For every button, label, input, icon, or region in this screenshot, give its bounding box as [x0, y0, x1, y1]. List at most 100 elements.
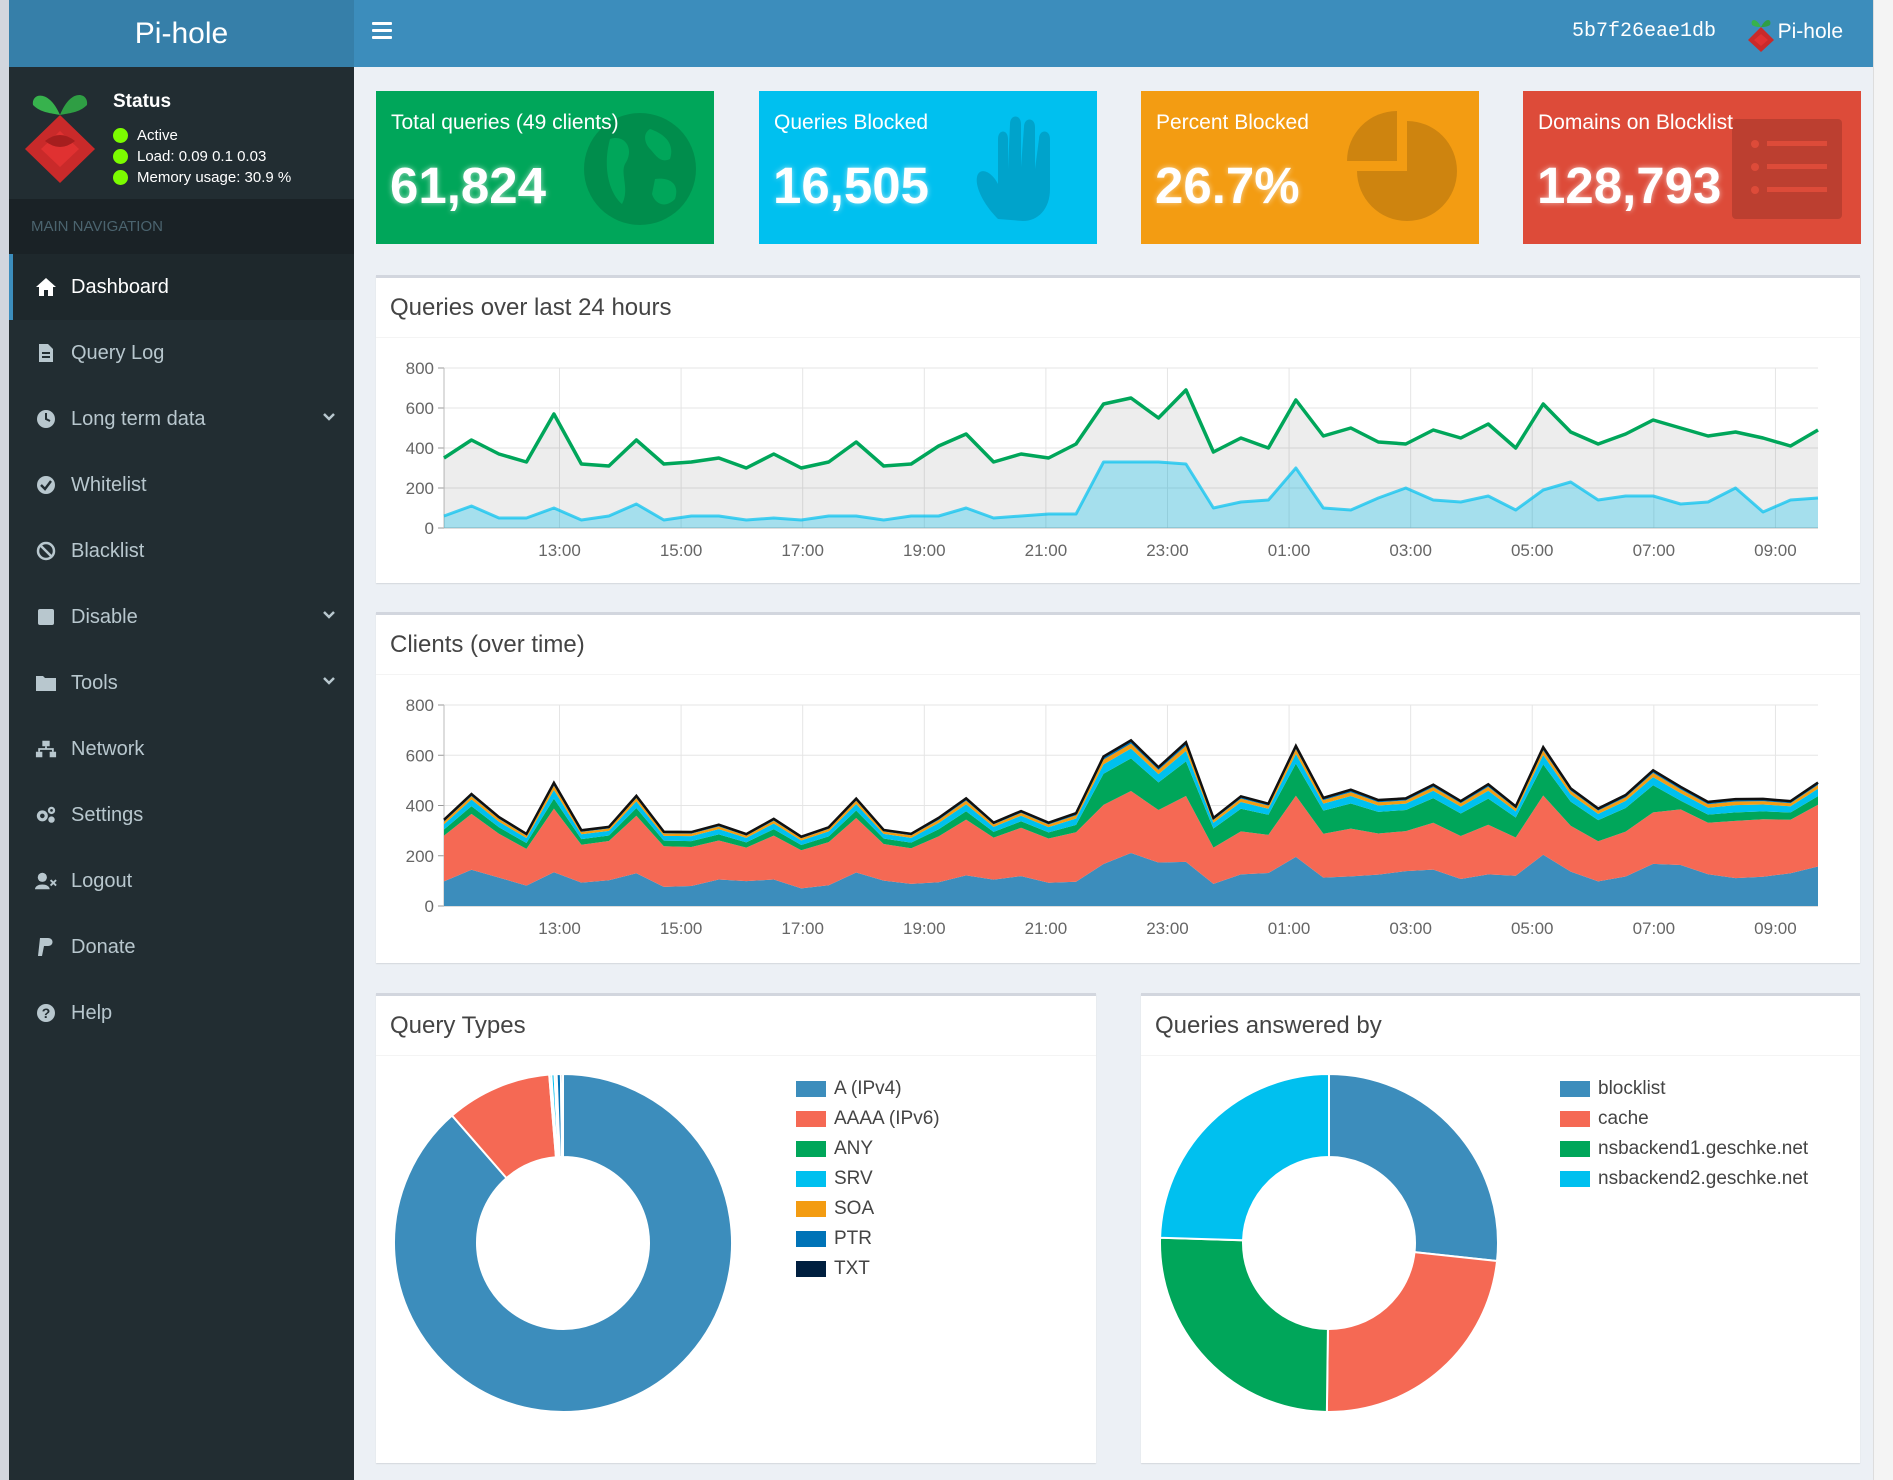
query-types-chart[interactable]: [376, 1056, 1096, 1463]
chevron-down-icon: [323, 677, 335, 685]
y-tick-label: 400: [406, 439, 434, 458]
x-tick-label: 17:00: [781, 541, 824, 560]
legend-item[interactable]: PTR: [796, 1224, 940, 1254]
legend-item[interactable]: SRV: [796, 1164, 940, 1194]
x-tick-label: 21:00: [1025, 919, 1068, 938]
file-icon: [35, 342, 57, 364]
scrollbar[interactable]: [1873, 0, 1893, 1480]
pie-chart-icon: [1347, 111, 1457, 221]
sidebar-item-network[interactable]: Network: [9, 716, 354, 782]
client-area: [444, 758, 1818, 851]
client-top-line: [443, 738, 1819, 839]
x-tick-label: 03:00: [1389, 919, 1432, 938]
stat-value: 128,793: [1537, 157, 1722, 214]
stat-label: Total queries (49 clients): [391, 111, 619, 134]
user-times-icon: [35, 870, 57, 892]
panel-title: Queries over last 24 hours: [376, 278, 1860, 338]
x-tick-label: 07:00: [1633, 541, 1676, 560]
app-logo-text: Pi-hole: [134, 16, 229, 50]
sidebar-item-whitelist[interactable]: Whitelist: [9, 452, 354, 518]
client-area: [444, 748, 1818, 845]
answered-by-chart[interactable]: [1141, 1056, 1860, 1463]
legend-swatch: [796, 1081, 826, 1097]
ban-icon: [35, 540, 57, 562]
chevron-down-icon: [323, 611, 335, 619]
legend-swatch: [1560, 1081, 1590, 1097]
status-dot-icon: [113, 149, 128, 164]
panel-title: Clients (over time): [376, 615, 1860, 675]
folder-icon: [35, 672, 57, 694]
sidebar: Status Active Load: 0.09 0.1 0.03 Memory…: [9, 67, 354, 1480]
stat-domains-blocklist: Domains on Blocklist 128,793: [1523, 91, 1861, 244]
legend-swatch: [796, 1141, 826, 1157]
blocked-queries-line: [443, 460, 1819, 522]
legend-item[interactable]: blocklist: [1560, 1074, 1808, 1104]
gears-icon: [35, 804, 57, 826]
sidebar-item-query-log[interactable]: Query Log: [9, 320, 354, 386]
client-area: [444, 790, 1818, 889]
clients-panel: Clients (over time) 0 200 400 600 800 13:00 15…: [376, 612, 1860, 963]
legend-item[interactable]: SOA: [796, 1194, 940, 1224]
stat-value: 16,505: [773, 157, 929, 214]
total-queries-area: [444, 390, 1818, 528]
pie-slice: [559, 1072, 564, 1159]
legend-swatch: [1560, 1171, 1590, 1187]
y-tick-label: 200: [406, 479, 434, 498]
chevron-down-icon: [323, 413, 335, 421]
top-navbar: 5b7f26eae1db Pi-hole: [354, 0, 1873, 67]
pie-slice: [1328, 1072, 1499, 1263]
status-dot-icon: [113, 128, 128, 143]
sidebar-item-disable[interactable]: Disable: [9, 584, 354, 650]
x-tick-label: 13:00: [538, 919, 581, 938]
x-tick-label: 07:00: [1633, 919, 1676, 938]
client-area: [444, 853, 1818, 906]
sidebar-item-logout[interactable]: Logout: [9, 848, 354, 914]
status-active: Active: [113, 127, 178, 144]
x-tick-label: 09:00: [1754, 541, 1797, 560]
x-tick-label: 15:00: [660, 919, 703, 938]
x-tick-label: 19:00: [903, 541, 946, 560]
stat-queries-blocked: Queries Blocked 16,505: [759, 91, 1097, 244]
sidebar-item-blacklist[interactable]: Blacklist: [9, 518, 354, 584]
y-tick-label: 600: [406, 746, 434, 765]
hand-icon: [976, 116, 1050, 221]
stat-label: Percent Blocked: [1156, 111, 1309, 134]
stop-icon: [35, 606, 57, 628]
legend-swatch: [796, 1171, 826, 1187]
pihole-logo-icon[interactable]: [1744, 15, 1778, 53]
legend-item[interactable]: A (IPv4): [796, 1074, 940, 1104]
paypal-icon: [35, 936, 57, 958]
legend-item[interactable]: nsbackend2.geschke.net: [1560, 1164, 1808, 1194]
user-menu[interactable]: Pi-hole: [1777, 20, 1843, 43]
list-icon: [1732, 119, 1842, 219]
sidebar-item-settings[interactable]: Settings: [9, 782, 354, 848]
queries-chart[interactable]: 0 200 400 600 800 13:00 15:00 17:00 19:00 21:00 23…: [376, 338, 1860, 583]
pie-slice: [1159, 1072, 1330, 1242]
y-tick-label: 200: [406, 847, 434, 866]
legend-label: TXT: [834, 1258, 870, 1279]
legend-swatch: [796, 1111, 826, 1127]
legend-item[interactable]: AAAA (IPv6): [796, 1104, 940, 1134]
sidebar-item-donate[interactable]: Donate: [9, 914, 354, 980]
x-tick-label: 03:00: [1389, 541, 1432, 560]
clients-chart[interactable]: 0 200 400 600 800 13:00 15:00 17:00 19:00 21:00 23…: [376, 675, 1860, 963]
query-types-legend: A (IPv4) AAAA (IPv6) ANY SRV SOA PTR TXT: [796, 1074, 940, 1284]
x-tick-label: 01:00: [1268, 541, 1311, 560]
legend-label: PTR: [834, 1228, 872, 1249]
legend-label: blocklist: [1598, 1078, 1666, 1099]
status-load: Load: 0.09 0.1 0.03: [113, 148, 266, 165]
pie-slice: [1159, 1236, 1329, 1414]
sidebar-item-tools[interactable]: Tools: [9, 650, 354, 716]
window-edge: [0, 0, 9, 1480]
menu-toggle-icon[interactable]: [372, 22, 392, 40]
legend-item[interactable]: TXT: [796, 1254, 940, 1284]
sidebar-item-help[interactable]: ? Help: [9, 980, 354, 1046]
sidebar-item-long-term-data[interactable]: Long term data: [9, 386, 354, 452]
legend-item[interactable]: nsbackend1.geschke.net: [1560, 1134, 1808, 1164]
app-logo[interactable]: Pi-hole: [9, 0, 354, 67]
legend-item[interactable]: ANY: [796, 1134, 940, 1164]
answered-by-panel: Queries answered by blocklist cache nsback…: [1141, 993, 1860, 1463]
x-tick-label: 19:00: [903, 919, 946, 938]
sidebar-item-dashboard[interactable]: Dashboard: [9, 254, 354, 320]
legend-item[interactable]: cache: [1560, 1104, 1808, 1134]
